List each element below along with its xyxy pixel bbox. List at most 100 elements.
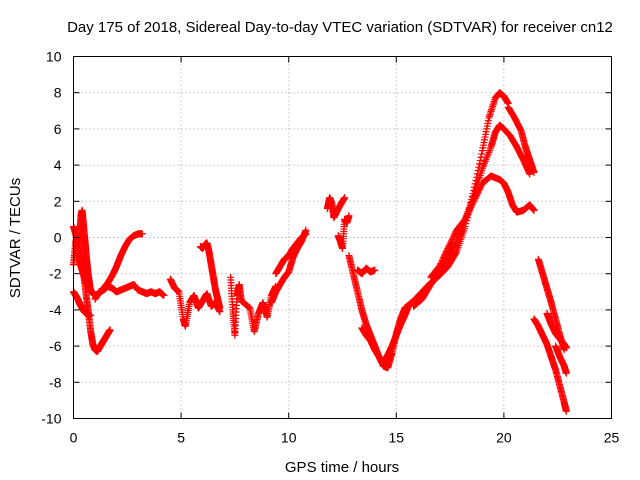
series-rise-middle [410,121,534,310]
data-points [70,89,570,415]
data-point [476,157,484,165]
data-point [435,262,443,270]
data-point [302,230,310,238]
data-point [439,255,447,263]
data-point [473,191,481,199]
data-point [468,202,476,210]
data-point [476,184,484,192]
data-point [449,234,457,242]
y-tick-labels: -10 -8 -6 -4 -2 0 2 4 6 8 10 [41,49,61,427]
data-point [462,214,470,222]
data-point [530,206,538,214]
data-point [562,344,570,352]
data-point [450,232,458,240]
data-point [477,153,485,161]
series-fall-d [543,310,570,352]
data-point [562,369,570,377]
x-tick-label: 10 [281,430,297,446]
series-hour-7-8 [227,273,280,339]
data-point [463,212,471,220]
y-axis-label: SDTVAR / TECUs [7,178,24,298]
y-tick-label: 8 [54,85,62,101]
data-point [106,326,114,334]
data-point [345,212,353,220]
series-rise-lower [427,172,538,281]
x-tick-label: 20 [496,430,512,446]
data-point [441,250,449,258]
data-point [465,206,473,214]
data-point [477,182,485,190]
data-point [476,160,484,168]
y-tick-label: -8 [49,374,62,390]
data-point [475,187,483,195]
x-tick-labels: 0 5 10 15 20 25 [70,430,620,446]
y-tick-label: -4 [49,302,62,318]
data-point [371,266,379,274]
data-point [448,237,456,245]
data-point [440,252,448,260]
series-hour-6-spike [196,239,224,312]
series-fall-e [552,342,570,377]
series-hour-4-6 [166,275,224,330]
data-point [442,249,450,257]
y-tick-label: 10 [46,49,62,65]
data-point [562,407,570,415]
series-flat-band [91,281,168,303]
data-point [463,211,471,219]
data-point [478,150,486,158]
data-point [470,196,478,204]
data-point [450,231,458,239]
y-tick-label: 2 [54,193,62,209]
y-tick-label: 6 [54,121,62,137]
x-tick-label: 5 [177,430,185,446]
data-point [466,205,474,213]
data-point [445,243,453,251]
data-point [465,208,473,216]
series-isolated-13 [354,264,379,278]
x-tick-label: 15 [389,430,405,446]
x-tick-label: 0 [70,430,78,446]
data-point [526,170,534,178]
data-point [138,230,146,238]
y-tick-label: -6 [49,338,62,354]
data-point [473,190,481,198]
data-point [443,246,451,254]
data-point [448,235,456,243]
series-fall-a [504,103,538,176]
data-point [216,304,224,312]
data-point [464,209,472,217]
data-point [437,258,445,266]
data-point [160,291,168,299]
data-point [469,199,477,207]
data-point [470,197,478,205]
data-point [444,244,452,252]
x-axis-label: GPS time / hours [285,459,399,476]
series-hour-9-11-b [272,230,310,278]
data-point [443,247,451,255]
data-point [87,311,95,319]
data-point [341,194,349,202]
data-point [437,259,445,267]
data-point [472,193,480,201]
chart-title: Day 175 of 2018, Sidereal Day-to-day VTE… [67,19,613,36]
data-point [446,240,454,248]
data-point [447,238,455,246]
data-point [471,194,479,202]
data-point [468,200,476,208]
data-point [87,288,95,296]
y-tick-label: -2 [49,266,62,282]
data-point [476,185,484,193]
y-tick-label: 4 [54,157,62,173]
y-tick-label: 0 [54,230,62,246]
data-point [440,253,448,261]
data-point [474,188,482,196]
data-point [451,229,459,237]
data-point [461,215,469,223]
series-fall-b [530,315,570,415]
axis-ticks [73,56,612,419]
x-tick-label: 25 [604,430,620,446]
data-point [436,261,444,269]
data-point [467,203,475,211]
series-hour-12-13 [334,212,353,252]
